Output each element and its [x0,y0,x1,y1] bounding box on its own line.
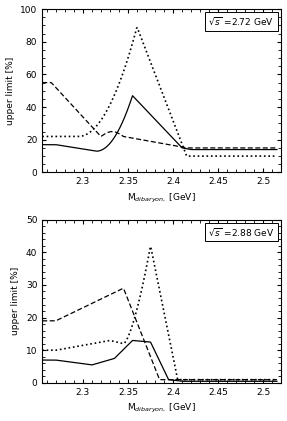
Text: $\sqrt{s}$ =2.88 GeV: $\sqrt{s}$ =2.88 GeV [208,226,274,238]
X-axis label: M$_{dibaryon,}$ [GeV]: M$_{dibaryon,}$ [GeV] [127,192,196,205]
Y-axis label: upper limit [%]: upper limit [%] [5,56,15,125]
X-axis label: M$_{dibaryon,}$ [GeV]: M$_{dibaryon,}$ [GeV] [127,402,196,416]
Y-axis label: upper limit [%]: upper limit [%] [11,267,20,336]
Text: $\sqrt{s}$ =2.72 GeV: $\sqrt{s}$ =2.72 GeV [208,16,274,27]
